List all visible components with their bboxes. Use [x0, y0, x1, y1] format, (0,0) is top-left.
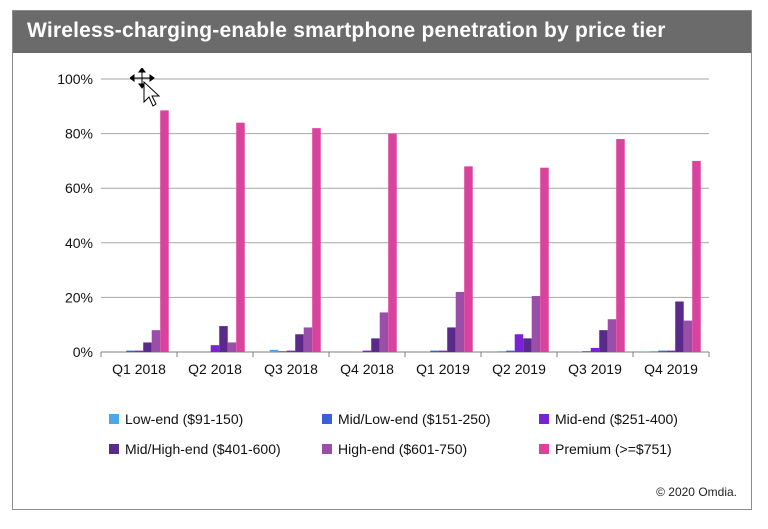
- bar: [379, 312, 389, 352]
- bar: [371, 338, 380, 352]
- bar: [143, 342, 152, 352]
- x-tick-label: Q1 2018: [112, 361, 166, 377]
- bar: [649, 351, 659, 352]
- bar: [447, 327, 456, 352]
- bar: [464, 166, 473, 352]
- bar: [278, 351, 287, 352]
- legend-label: Mid/High-end ($401-600): [125, 441, 281, 457]
- bar: [590, 347, 600, 352]
- bar: [210, 345, 220, 352]
- y-tick-label: 100%: [57, 71, 93, 87]
- bar: [455, 291, 465, 352]
- bar: [683, 320, 693, 352]
- y-tick-label: 0%: [73, 344, 93, 360]
- legend-swatch: [539, 444, 549, 454]
- bar: [497, 351, 507, 352]
- legend-label: High-end ($601-750): [338, 441, 468, 457]
- bar: [531, 296, 541, 352]
- legend-label: Low-end ($91-150): [125, 411, 244, 427]
- bar: [523, 338, 532, 352]
- bar: [269, 349, 279, 352]
- y-tick-label: 20%: [65, 289, 93, 305]
- x-tick-label: Q2 2018: [188, 361, 242, 377]
- x-tick-label: Q4 2018: [340, 361, 394, 377]
- y-tick-label: 60%: [65, 180, 93, 196]
- bar: [666, 350, 676, 352]
- bar: [616, 139, 625, 352]
- legend-label: Premium (>=$751): [555, 441, 672, 457]
- bar: [599, 330, 608, 352]
- x-tick-label: Q3 2018: [264, 361, 318, 377]
- bar: [126, 350, 135, 352]
- bar: [607, 319, 617, 352]
- legend-item: Low-end ($91-150): [109, 411, 243, 427]
- bar: [362, 350, 372, 352]
- bar: [219, 326, 228, 352]
- x-tick-label: Q4 2019: [644, 361, 698, 377]
- bar: [582, 351, 591, 352]
- bar: [151, 330, 161, 352]
- legend-swatch: [109, 444, 119, 454]
- legend-item: High-end ($601-750): [322, 441, 467, 457]
- y-tick-label: 80%: [65, 126, 93, 142]
- copyright-note: © 2020 Omdia.: [656, 485, 737, 499]
- legend-swatch: [322, 444, 332, 454]
- legend-item: Mid-end ($251-400): [539, 411, 678, 427]
- bar: [236, 122, 245, 353]
- bar: [303, 327, 313, 352]
- bar: [160, 110, 169, 353]
- bar: [227, 342, 237, 352]
- chart-frame: Wireless-charging-enable smartphone pene…: [12, 10, 752, 510]
- bar: [514, 334, 524, 352]
- y-tick-label: 40%: [65, 235, 93, 251]
- bar: [286, 350, 296, 352]
- bar: [658, 350, 667, 352]
- x-tick-label: Q1 2019: [416, 361, 470, 377]
- bar: [506, 350, 515, 352]
- bar: [134, 350, 144, 352]
- bar: [540, 167, 549, 352]
- chart-title: Wireless-charging-enable smartphone pene…: [27, 19, 666, 42]
- legend-label: Mid/Low-end ($151-250): [338, 411, 491, 427]
- title-bar: Wireless-charging-enable smartphone pene…: [13, 11, 751, 53]
- move-cursor-icon: [130, 68, 161, 107]
- legend-item: Mid/High-end ($401-600): [109, 441, 281, 457]
- bar: [430, 350, 439, 352]
- legend-item: Premium (>=$751): [539, 441, 672, 457]
- bar: [312, 128, 321, 352]
- bar: [438, 350, 448, 352]
- legend-swatch: [322, 414, 332, 424]
- x-tick-label: Q3 2019: [568, 361, 622, 377]
- x-tick-label: Q2 2019: [492, 361, 546, 377]
- chart-plot: 0% 20% 40% 60% 80% 100% Q1 2018 Q2 2018 Q3 2018 Q…: [57, 71, 710, 377]
- legend-swatch: [109, 414, 119, 424]
- bar: [675, 301, 684, 352]
- legend-item: Mid/Low-end ($151-250): [322, 411, 491, 427]
- bar: [692, 160, 701, 352]
- legend-swatch: [539, 414, 549, 424]
- bar: [388, 133, 397, 352]
- legend-label: Mid-end ($251-400): [555, 411, 678, 427]
- bar: [295, 334, 304, 352]
